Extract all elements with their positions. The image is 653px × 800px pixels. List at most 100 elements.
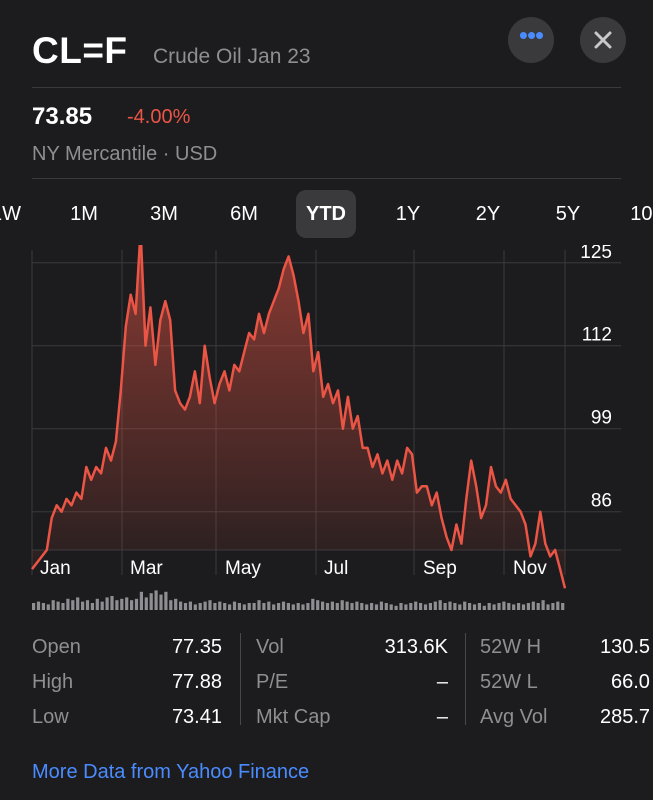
volume-bar <box>56 601 60 610</box>
volume-bar <box>389 604 393 610</box>
volume-bar <box>85 600 90 610</box>
range-2y[interactable]: 2Y <box>475 203 501 225</box>
range-5y[interactable]: 5Y <box>555 203 581 225</box>
volume-bar <box>203 601 207 610</box>
volume-bar <box>556 601 560 610</box>
range-1y[interactable]: 1Y <box>395 203 421 225</box>
volume-bar <box>325 603 330 610</box>
volume-bar <box>453 603 457 610</box>
volume-bar <box>546 604 550 610</box>
range-ytd[interactable]: YTD <box>296 190 356 238</box>
range-1m[interactable]: 1M <box>70 203 98 225</box>
volume-bar <box>159 594 163 610</box>
volume-bar <box>355 601 359 610</box>
volume-bar <box>345 601 349 610</box>
volume-bar <box>507 603 511 610</box>
volume-bar <box>448 601 452 610</box>
volume-bar <box>61 603 65 610</box>
x-axis-labels: Jan Mar May Jul Sep Nov <box>40 558 547 579</box>
volume-bar <box>472 604 477 610</box>
range-selector: 1W 1M 3M 6M YTD 1Y 2Y 5Y 10Y <box>0 190 653 238</box>
volume-bar <box>311 598 315 610</box>
volume-bar <box>409 603 413 610</box>
volume-bar <box>130 600 134 610</box>
volume-bar <box>306 603 310 610</box>
range-1w[interactable]: 1W <box>0 203 21 225</box>
volume-bar <box>257 600 261 610</box>
volume-bar <box>404 604 408 610</box>
volume-bar <box>179 601 183 610</box>
volume-bar <box>144 597 148 610</box>
stat-mktcap-label: Mkt Cap <box>256 706 331 728</box>
volume-bar <box>477 603 481 610</box>
header-divider <box>32 87 621 88</box>
volume-bar <box>41 603 45 610</box>
stat-high-label: High <box>32 671 74 693</box>
volume-bar <box>370 603 374 610</box>
range-3m[interactable]: 3M <box>150 203 178 225</box>
volume-bar <box>90 603 94 610</box>
stat-vol-value: 313.6K <box>384 636 448 658</box>
volume-bar <box>321 601 325 610</box>
volume-bar <box>267 601 271 610</box>
volume-bar <box>213 603 217 610</box>
volume-bar <box>281 601 286 610</box>
more-button[interactable]: ••• <box>508 17 554 63</box>
volume-bar <box>286 603 290 610</box>
volume-bar <box>105 597 109 610</box>
volume-bar <box>76 597 80 610</box>
yahoo-finance-link[interactable]: More Data from Yahoo Finance <box>32 761 310 783</box>
volume-bar <box>272 604 276 610</box>
volume-bar <box>374 604 379 610</box>
volume-bar <box>468 603 472 610</box>
volume-bar <box>120 598 124 610</box>
percent-change: -4.00% <box>127 106 191 128</box>
volume-bar <box>296 603 300 610</box>
volume-bar <box>51 600 55 610</box>
volume-bar <box>100 601 104 610</box>
y-axis-labels: 125 112 99 86 <box>580 245 612 512</box>
stat-pe-value: – <box>436 671 448 693</box>
volume-bar <box>561 603 565 610</box>
volume-bar <box>154 590 158 610</box>
stat-open-label: Open <box>32 636 81 658</box>
volume-bar <box>208 600 212 610</box>
y-tick-label: 86 <box>591 491 612 512</box>
volume-bar <box>134 598 139 610</box>
volume-bar <box>330 601 334 610</box>
volume-bar <box>517 603 521 610</box>
volume-bar <box>360 603 364 610</box>
stat-vol-label: Vol <box>256 636 284 658</box>
stat-pe-label: P/E <box>256 671 289 693</box>
volume-bar <box>428 603 432 610</box>
stat-52wh-value: 130.5 <box>600 636 651 658</box>
volume-bar <box>384 603 388 610</box>
volume-bar <box>223 603 227 610</box>
volume-bar <box>149 593 153 610</box>
stat-avgvol-label: Avg Vol <box>480 706 548 728</box>
volume-bar <box>110 596 114 610</box>
exchange-currency: NY Mercantile · USD <box>32 143 218 165</box>
x-tick-label: Jan <box>40 558 71 579</box>
volume-bar <box>316 600 320 610</box>
y-tick-label: 112 <box>582 325 612 346</box>
volume-bar <box>414 601 418 610</box>
stat-high-value: 77.88 <box>171 671 222 693</box>
x-tick-label: May <box>225 558 261 579</box>
x-tick-label: Nov <box>513 558 547 579</box>
volume-bar <box>232 601 237 610</box>
stat-open-value: 77.35 <box>171 636 222 658</box>
volume-bar <box>526 603 530 610</box>
close-button[interactable] <box>580 17 626 63</box>
range-10y[interactable]: 10Y <box>630 203 653 225</box>
volume-bar <box>433 601 437 610</box>
volume-bar <box>497 603 501 610</box>
price-area <box>32 245 565 589</box>
volume-bar <box>164 591 168 610</box>
volume-bar <box>492 604 496 610</box>
range-6m[interactable]: 6M <box>230 203 258 225</box>
volume-bar <box>262 603 266 610</box>
price-line <box>31 245 567 589</box>
price-chart[interactable]: Jan Mar May Jul Sep Nov 125 112 99 86 <box>0 245 653 615</box>
last-price: 73.85 <box>32 103 93 130</box>
